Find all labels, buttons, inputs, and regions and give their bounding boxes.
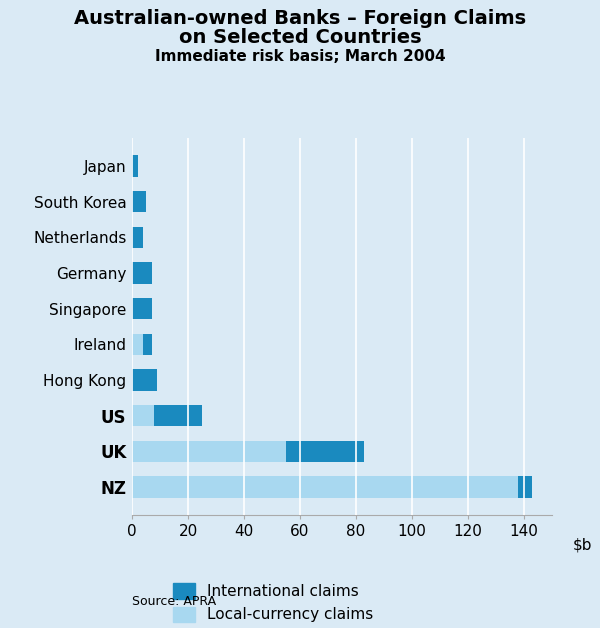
Bar [518, 477, 532, 498]
Bar [132, 191, 146, 212]
Bar [132, 227, 143, 248]
Text: Australian-owned Banks – Foreign Claims: Australian-owned Banks – Foreign Claims [74, 9, 526, 28]
Bar [132, 333, 143, 355]
Bar [132, 441, 286, 462]
Text: $b: $b [573, 538, 593, 553]
Text: Immediate risk basis; March 2004: Immediate risk basis; March 2004 [155, 49, 445, 64]
Bar [286, 441, 364, 462]
Bar [132, 369, 157, 391]
Legend: International claims, Local-currency claims: International claims, Local-currency cla… [173, 583, 373, 622]
Bar [132, 477, 518, 498]
Bar [132, 155, 137, 176]
Bar [132, 263, 152, 284]
Text: on Selected Countries: on Selected Countries [179, 28, 421, 47]
Text: Source: APRA: Source: APRA [132, 595, 216, 608]
Bar [143, 333, 152, 355]
Bar [132, 405, 154, 426]
Bar [132, 298, 152, 320]
Bar [154, 405, 202, 426]
